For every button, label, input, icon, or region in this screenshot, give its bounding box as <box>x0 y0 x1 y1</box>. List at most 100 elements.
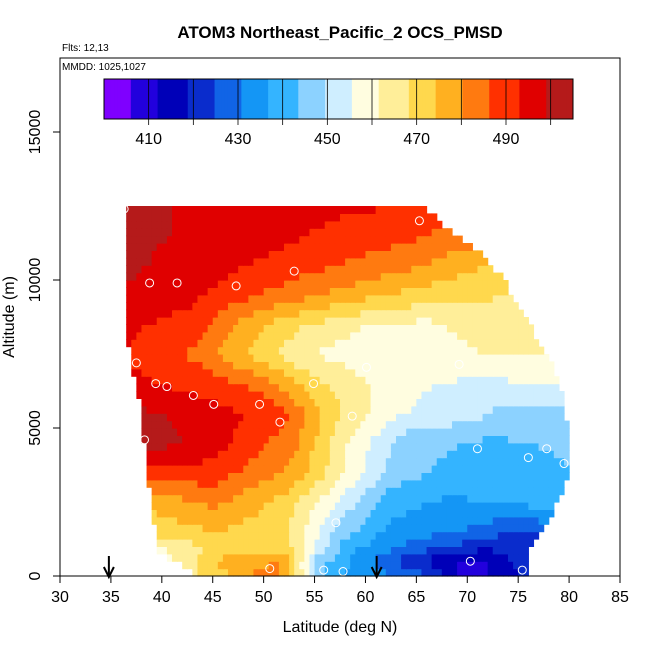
heatmap-cell <box>166 361 173 370</box>
heatmap-cell <box>217 220 224 229</box>
heatmap-cell <box>243 294 249 303</box>
heatmap-cell <box>243 250 249 259</box>
heatmap-cell <box>161 361 168 370</box>
heatmap-cell <box>299 220 305 229</box>
heatmap-cell <box>355 428 361 436</box>
heatmap-cell <box>263 442 270 451</box>
heatmap-cell <box>141 361 148 370</box>
heatmap-cell <box>238 398 244 407</box>
heatmap-cell <box>172 465 178 473</box>
heatmap-cell <box>457 561 463 570</box>
heatmap-cell <box>502 435 509 444</box>
heatmap-cell <box>401 331 407 340</box>
heatmap-cell <box>477 487 484 496</box>
heatmap-cell <box>385 243 392 251</box>
heatmap-cell <box>477 346 484 355</box>
heatmap-cell <box>421 465 428 473</box>
heatmap-cell <box>492 531 499 540</box>
heatmap-cell <box>477 479 484 488</box>
heatmap-cell <box>416 472 423 481</box>
heatmap-cell <box>350 324 356 333</box>
heatmap-cell <box>258 250 265 259</box>
heatmap-cell <box>177 494 183 503</box>
heatmap-cell <box>452 413 458 422</box>
heatmap-cell <box>360 206 367 214</box>
heatmap-cell <box>192 383 199 392</box>
heatmap-cell <box>426 346 433 355</box>
heatmap-cell <box>441 546 448 555</box>
heatmap-cell <box>324 213 331 222</box>
heatmap-cell <box>452 420 458 429</box>
heatmap-cell <box>156 405 163 414</box>
colorbar-segment <box>164 79 169 119</box>
heatmap-cell <box>340 220 346 229</box>
heatmap-cell <box>177 516 183 525</box>
heatmap-cell <box>452 546 458 555</box>
heatmap-cell <box>314 479 321 488</box>
heatmap-cell <box>334 561 341 570</box>
heatmap-cell <box>502 479 509 488</box>
heatmap-cell <box>416 302 423 311</box>
heatmap-cell <box>299 213 305 222</box>
heatmap-cell <box>396 228 402 237</box>
colorbar-segment <box>251 79 256 119</box>
heatmap-cell <box>523 331 529 340</box>
heatmap-cell <box>462 391 468 399</box>
heatmap-cell <box>538 420 545 429</box>
heatmap-cell <box>156 302 163 311</box>
heatmap-cell <box>294 346 300 355</box>
heatmap-cell <box>166 354 173 362</box>
heatmap-cell <box>472 250 479 259</box>
heatmap-cell <box>268 220 275 229</box>
heatmap-cell <box>482 561 489 570</box>
heatmap-cell <box>406 368 412 377</box>
x-tick-label: 70 <box>458 589 476 606</box>
heatmap-cell <box>172 376 178 385</box>
heatmap-cell <box>411 346 417 355</box>
heatmap-cell <box>436 479 443 488</box>
heatmap-cell <box>436 494 443 503</box>
heatmap-cell <box>192 287 199 296</box>
heatmap-cell <box>426 361 433 370</box>
heatmap-cell <box>228 494 234 503</box>
heatmap-cell <box>452 457 458 466</box>
heatmap-cell <box>197 391 204 399</box>
heatmap-cell <box>446 257 453 266</box>
heatmap-cell <box>462 450 468 459</box>
heatmap-cell <box>365 250 372 259</box>
heatmap-cell <box>416 494 423 503</box>
heatmap-cell <box>141 420 148 429</box>
heatmap-cell <box>401 435 407 444</box>
heatmap-cell <box>253 287 260 296</box>
heatmap-cell <box>314 257 321 266</box>
heatmap-cell <box>492 391 499 399</box>
heatmap-cell <box>355 228 361 237</box>
heatmap-cell <box>217 487 224 496</box>
heatmap-cell <box>146 472 153 481</box>
heatmap-cell <box>334 317 341 325</box>
heatmap-cell <box>263 524 270 533</box>
heatmap-cell <box>416 502 423 510</box>
heatmap-cell <box>457 531 463 540</box>
heatmap-cell <box>177 553 183 562</box>
heatmap-cell <box>263 213 270 222</box>
heatmap-cell <box>258 235 265 244</box>
heatmap-cell <box>452 524 458 533</box>
heatmap-cell <box>401 413 407 422</box>
heatmap-cell <box>528 405 535 414</box>
heatmap-cell <box>477 553 484 562</box>
heatmap-cell <box>278 272 285 281</box>
heatmap-cell <box>217 509 224 518</box>
heatmap-cell <box>182 265 188 274</box>
heatmap-cell <box>131 302 137 311</box>
heatmap-cell <box>136 250 143 259</box>
heatmap-cell <box>161 354 168 362</box>
heatmap-cell <box>396 457 402 466</box>
heatmap-cell <box>355 553 361 562</box>
heatmap-cell <box>508 442 514 451</box>
heatmap-cell <box>334 206 341 214</box>
heatmap-cell <box>426 302 433 311</box>
heatmap-cell <box>222 257 229 266</box>
heatmap-cell <box>197 524 204 533</box>
heatmap-cell <box>452 243 458 251</box>
